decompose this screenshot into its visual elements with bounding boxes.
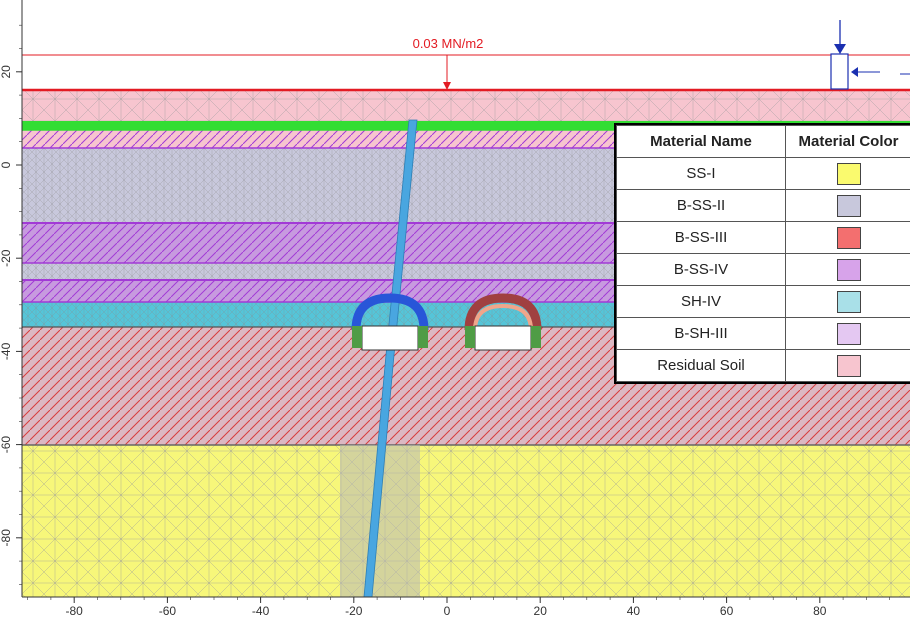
- y-tick-label: 20: [0, 65, 13, 79]
- legend-material-name: B-SH-III: [616, 317, 786, 350]
- legend-material-name: SS-I: [616, 157, 786, 190]
- tunnel-right[interactable]: [464, 293, 542, 351]
- legend-color-swatch: [836, 226, 861, 249]
- legend-header-color: Material Color: [785, 125, 910, 158]
- load-label: 0.03 MN/m2: [413, 36, 484, 51]
- legend-row: Residual Soil: [616, 349, 910, 382]
- x-tick-label: -80: [66, 604, 84, 618]
- legend-material-color-cell: [785, 317, 910, 350]
- layer-ss-i: [22, 445, 910, 597]
- legend-material-name: B-SS-IV: [616, 253, 786, 286]
- legend-row: B-SS-IV: [616, 253, 910, 286]
- legend-row: B-SS-III: [616, 221, 910, 254]
- x-tick-label: -20: [345, 604, 363, 618]
- legend-material-color-cell: [785, 189, 910, 222]
- legend-color-swatch: [836, 162, 861, 185]
- y-tick-label: -40: [0, 342, 13, 360]
- x-tick-label: -40: [252, 604, 270, 618]
- x-tick-label: 60: [720, 604, 734, 618]
- legend-material-color-cell: [785, 157, 910, 190]
- legend-material-color-cell: [785, 349, 910, 382]
- legend-row: SS-I: [616, 157, 910, 190]
- x-tick-label: 40: [627, 604, 641, 618]
- x-axis: -80 -60 -40 -20 0 20 40 60 80: [22, 596, 910, 618]
- x-tick-label: 80: [813, 604, 827, 618]
- y-tick-label: 0: [0, 161, 13, 168]
- legend-material-color-cell: [785, 221, 910, 254]
- legend-color-swatch: [836, 194, 861, 217]
- legend-row: B-SH-III: [616, 317, 910, 350]
- legend-material-name: B-SS-III: [616, 221, 786, 254]
- y-axis: 20 0 -20 -40 -60 -80: [0, 0, 23, 597]
- layer-green-band: [22, 122, 910, 130]
- legend-material-name: Residual Soil: [616, 349, 786, 382]
- layer-residual-soil: [22, 90, 910, 122]
- x-tick-label: 20: [534, 604, 548, 618]
- legend-color-swatch: [836, 290, 861, 313]
- y-tick-label: -80: [0, 529, 13, 547]
- material-legend: Material Name Material Color SS-I B-SS-II…: [614, 123, 910, 384]
- point-load-marker[interactable]: [830, 20, 910, 90]
- legend-header-name: Material Name: [616, 125, 786, 158]
- legend-material-name: B-SS-II: [616, 189, 786, 222]
- x-tick-label: -60: [159, 604, 177, 618]
- legend-material-color-cell: [785, 253, 910, 286]
- tunnel-left[interactable]: [351, 293, 429, 351]
- y-tick-label: -20: [0, 249, 13, 267]
- legend-material-color-cell: [785, 285, 910, 318]
- legend-color-swatch: [836, 258, 861, 281]
- legend-color-swatch: [836, 322, 861, 345]
- legend-material-name: SH-IV: [616, 285, 786, 318]
- y-tick-label: -60: [0, 436, 13, 454]
- x-tick-label: 0: [444, 604, 451, 618]
- legend-row: B-SS-II: [616, 189, 910, 222]
- legend-row: SH-IV: [616, 285, 910, 318]
- legend-color-swatch: [836, 354, 861, 377]
- distributed-load: [22, 54, 910, 90]
